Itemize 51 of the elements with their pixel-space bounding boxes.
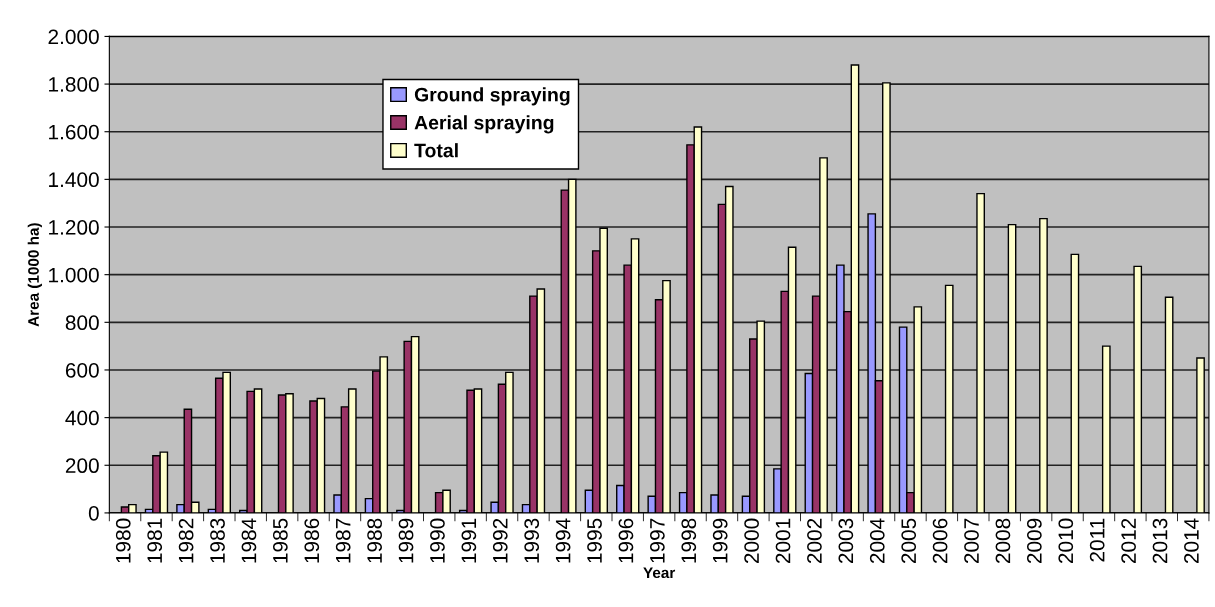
- x-tick-label: 1984: [241, 518, 257, 563]
- y-tick-label: 0: [88, 505, 99, 521]
- x-tick-label: 2004: [869, 518, 885, 564]
- x-tick-label: 1987: [335, 518, 351, 563]
- x-tick-label: 1998: [681, 518, 697, 563]
- x-tick-label: 1985: [272, 518, 288, 563]
- x-tick-label: 2008: [995, 518, 1011, 564]
- x-tick-label: 1988: [367, 518, 382, 563]
- x-tick-label: 1999: [712, 518, 728, 563]
- x-tick-label: 1993: [524, 518, 540, 563]
- x-tick-label: 2002: [807, 518, 822, 564]
- y-axis-title: Area (1000 ha): [27, 223, 42, 327]
- y-tick-label: 400: [65, 410, 99, 426]
- x-tick-label: 2003: [838, 518, 854, 564]
- y-tick-label: 600: [65, 362, 99, 378]
- x-tick-label: 1992: [492, 518, 508, 563]
- x-tick-label: 2012: [1121, 518, 1136, 564]
- x-tick-label: 1995: [587, 518, 602, 563]
- x-axis-title: Year: [643, 567, 676, 579]
- y-tick-label: 800: [65, 315, 99, 331]
- y-tick-label: 1.800: [49, 77, 99, 92]
- x-tick-label: 1991: [461, 518, 477, 563]
- y-tick-label: 1.400: [49, 172, 99, 188]
- y-tick-label: 1.000: [49, 267, 99, 283]
- x-tick-label: 2006: [932, 518, 948, 564]
- x-tick-label: 2011: [1089, 518, 1105, 562]
- x-tick-label: 1990: [430, 518, 445, 563]
- x-tick-label: 1997: [649, 518, 665, 563]
- legend-label: Aerial spraying: [414, 115, 554, 134]
- x-tick-label: 2001: [775, 518, 791, 564]
- x-tick-label: 2005: [901, 518, 917, 564]
- y-tick-label: 2.000: [48, 29, 99, 45]
- y-tick-label: 1.600: [49, 124, 99, 140]
- x-tick-label: 1996: [618, 518, 634, 563]
- y-tick-label: 200: [65, 458, 99, 474]
- x-tick-label: 2010: [1058, 518, 1074, 564]
- x-tick-label: 1994: [555, 518, 571, 563]
- x-tick-label: 2009: [1026, 518, 1042, 564]
- x-tick-label: 2014: [1184, 518, 1199, 564]
- x-tick-label: 2000: [744, 518, 759, 564]
- x-tick-label: 2013: [1152, 518, 1168, 564]
- legend-label: Ground spraying: [414, 87, 570, 106]
- x-tick-label: 1989: [398, 518, 414, 563]
- legend-label: Total: [414, 143, 458, 158]
- y-tick-label: 1.200: [49, 220, 99, 235]
- x-tick-label: 1983: [210, 518, 225, 563]
- x-tick-label: 1986: [304, 518, 320, 563]
- x-tick-label: 1980: [115, 518, 131, 563]
- x-tick-label: 2007: [964, 518, 979, 564]
- x-tick-label: 1981: [147, 518, 163, 563]
- x-tick-label: 1982: [178, 518, 194, 563]
